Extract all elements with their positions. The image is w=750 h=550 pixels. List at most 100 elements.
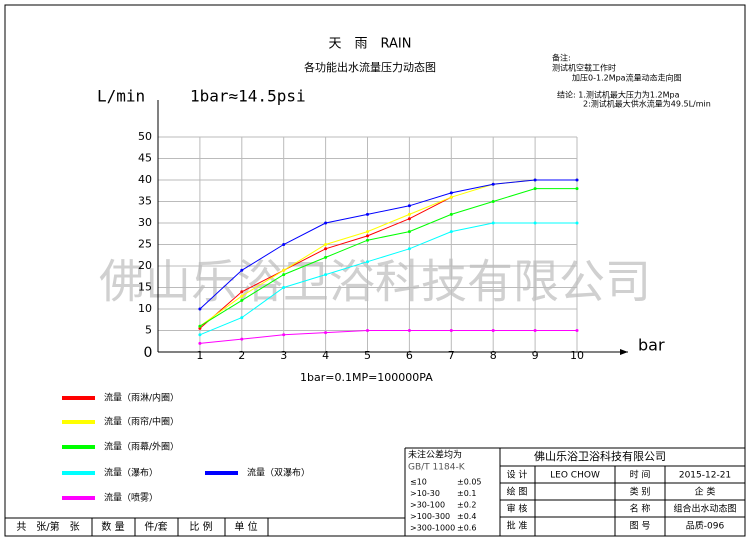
data-point [449,329,453,332]
data-point [366,230,369,234]
data-point [366,234,369,238]
series-line [199,188,577,327]
data-point [240,337,244,341]
data-point [240,268,244,272]
legend-label: 流量（喷雾） [104,492,158,504]
y-tick-label: 15 [138,281,152,294]
data-point [282,333,286,337]
data-point [198,324,202,328]
data-point [366,212,369,216]
y-tick-label: 10 [138,302,152,315]
data-point [282,243,286,246]
title: 天 雨 RAIN [329,37,412,52]
legend-label: 流量（双瀑布） [247,467,310,479]
footer-cell: 数 量 [101,520,124,533]
x-tick-label: 2 [238,349,245,362]
data-point [324,331,328,335]
tolerance-value: ±0.1 [457,489,476,498]
data-point [240,294,244,298]
data-point [533,221,537,225]
data-point [198,307,202,311]
data-point [407,329,411,332]
footer-cell: 单 位 [234,520,257,533]
y-tick-label: 30 [138,216,152,229]
title-block-grid [5,447,745,536]
data-point [491,200,495,203]
data-point [324,221,328,225]
data-point [407,230,411,234]
y-tick-label: 40 [138,173,152,186]
y-tick-label: 50 [138,130,152,143]
tolerance-standard: GB/T 1184-K [408,463,466,473]
legend-label: 流量（瀑布） [104,467,158,479]
title-block-cell: 绘 图 [507,486,528,498]
data-point [533,329,537,332]
tolerance-range: ≤10 [410,478,427,487]
tolerance-title: 未注公差均为 [408,449,462,461]
x-tick-label: 0 [144,345,153,361]
tolerance-range: >300-1000 [410,524,455,533]
x-tick-label: 5 [364,349,371,362]
tolerance-value: ±0.4 [457,512,476,521]
data-point [324,273,328,277]
x-tick-label: 4 [322,349,329,362]
data-point [491,221,495,225]
footer-cell: 共 张/第 张 [16,520,79,533]
series-line [199,330,577,344]
note: 加压0-1.2Mpa流量动态走向图 [572,73,682,83]
legend-label: 流量（雨幕/外圈） [104,441,179,453]
y-tick-label: 20 [138,259,152,272]
data-point [324,255,328,259]
data-point [240,298,244,302]
data-point [324,243,328,246]
legend-label: 流量（雨帘/中圈） [104,416,179,428]
subtitle: 各功能出水流量压力动态图 [304,60,436,74]
x-tick-label: 7 [448,349,455,362]
title-block-cell: 企 类 [695,486,716,498]
title-block-cell: LEO CHOW [550,471,600,481]
title-block-cell: 批 准 [507,520,528,532]
series-line [199,222,577,336]
data-point [491,329,495,332]
note: 备注: [552,53,571,63]
data-point [449,230,453,234]
data-point [240,290,244,294]
footnote: 1bar=0.1MP=100000PA [300,371,433,384]
note: 测试机空载工作时 [552,63,616,73]
data-point [198,341,202,345]
data-point [575,329,579,332]
data-point [575,221,579,225]
x-tick-label: 8 [490,349,497,362]
data-point [575,187,579,191]
data-point [449,191,453,195]
title-block-cell: 类 别 [630,486,651,498]
tolerance-range: >30-100 [410,501,445,510]
x-tick-label: 1 [196,349,203,362]
title-block-cell: 审 核 [507,503,528,515]
tolerance-range: >100-300 [410,512,450,521]
data-point [366,329,369,332]
data-point [575,178,579,182]
data-point [324,247,328,251]
data-point [407,212,411,216]
x-tick-label: 6 [406,349,413,362]
tolerance-range: >10-30 [410,489,440,498]
data-point [407,247,411,251]
frame [4,4,746,537]
x-tick-label: 10 [570,349,584,362]
y-tick-label: 35 [138,195,152,208]
tolerance-value: ±0.2 [457,501,476,510]
data-point [407,217,411,221]
company: 佛山乐浴卫浴科技有限公司 [534,449,666,463]
data-point [282,273,286,277]
x-tick-label: 3 [280,349,287,362]
title-block-cell: 时 间 [630,469,651,481]
title-block-cell: 设 计 [507,469,528,481]
note: 结论: 1.测试机最大压力为1.2Mpa [557,90,680,100]
footer-cell: 件/套 [144,520,167,533]
tolerance-value: ±0.6 [457,524,476,533]
data-point [449,212,453,216]
data-point [366,238,369,242]
annotation: 1bar≈14.5psi [190,87,306,106]
